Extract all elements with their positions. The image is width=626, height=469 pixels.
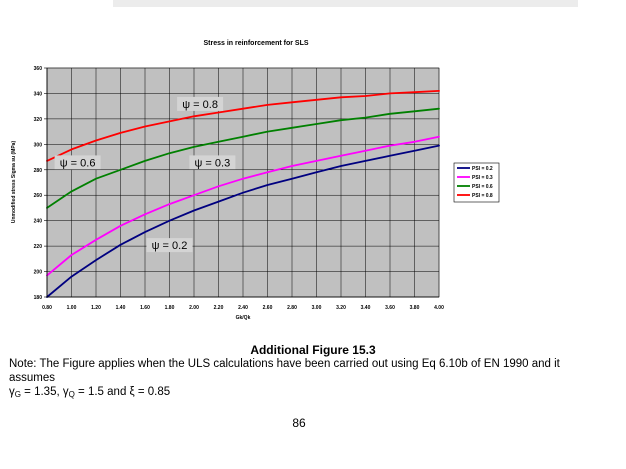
x-tick-label: 3.00: [312, 305, 322, 311]
series-line: [46, 144, 440, 298]
tick-labels: 0.80 1.00 1.20 1.40 1.60 1.80 2.00 2.20 2.40 2.60…: [34, 66, 444, 311]
x-tick-label: 3.40: [361, 305, 371, 311]
x-axis-label: Gk/Qk: [236, 315, 251, 321]
axes: [46, 68, 439, 298]
x-tick-label: 1.00: [67, 305, 77, 311]
y-tick-label: 220: [34, 244, 43, 250]
legend-label: PSI = 0.2: [472, 166, 493, 172]
page-number: 86: [292, 416, 306, 430]
series-line: [46, 107, 440, 209]
x-tick-label: 2.80: [287, 305, 297, 311]
stress-chart: Stress in reinforcement for SLS ψ = 0.8ψ…: [11, 40, 500, 321]
legend-label: PSI = 0.3: [472, 175, 493, 181]
x-tick-label: 3.20: [336, 305, 346, 311]
annotation-label: ψ = 0.3: [195, 157, 231, 169]
x-tick-label: 2.00: [189, 305, 199, 311]
legend-label: PSI = 0.8: [472, 193, 493, 199]
legend: PSI = 0.2 PSI = 0.3 PSI = 0.6 PSI = 0.8: [453, 162, 500, 203]
y-tick-label: 260: [34, 193, 43, 199]
y-tick-label: 360: [34, 66, 43, 72]
y-tick-label: 280: [34, 168, 43, 174]
chart-title: Stress in reinforcement for SLS: [203, 40, 308, 47]
x-tick-label: 2.60: [263, 305, 273, 311]
y-tick-label: 300: [34, 142, 43, 148]
annotation-box: [189, 155, 236, 170]
y-axis-label: Unmodified stress Sigma su (MPa): [11, 141, 17, 224]
x-tick-label: 1.20: [91, 305, 101, 311]
annotation-box: [177, 96, 224, 111]
x-tick-label: 2.40: [238, 305, 248, 311]
series-lines: [46, 90, 440, 298]
y-tick-label: 200: [34, 270, 43, 276]
x-tick-label: 2.20: [214, 305, 224, 311]
gamma-q-value: = 1.5 and: [74, 386, 130, 398]
gamma-g-symbol: γ: [9, 386, 15, 398]
annotation-label: ψ = 0.8: [182, 99, 218, 111]
annotation-label: ψ = 0.6: [60, 157, 96, 169]
x-tick-label: 1.40: [116, 305, 126, 311]
gamma-g-subscript: G: [14, 390, 21, 399]
x-tick-label: 4.00: [434, 305, 444, 311]
series-line: [46, 90, 440, 162]
x-tick-label: 3.80: [410, 305, 420, 311]
gamma-g-value: = 1.35,: [20, 386, 63, 398]
gamma-q-symbol: γ: [62, 386, 69, 398]
series-line: [46, 135, 440, 277]
annotations: ψ = 0.8 ψ = 0.6 ψ = 0.3 ψ = 0.2: [54, 96, 236, 253]
legend-label: PSI = 0.6: [472, 184, 493, 190]
x-tick-label: 3.60: [385, 305, 395, 311]
figure-note: Note: The Figure applies when the ULS ca…: [9, 357, 609, 402]
gamma-q-subscript: Q: [68, 390, 75, 399]
x-tick-label: 1.80: [165, 305, 175, 311]
y-tick-label: 240: [34, 219, 43, 225]
annotation-label: ψ = 0.2: [152, 240, 188, 252]
top-strip: [113, 0, 578, 7]
annotation-box: [54, 155, 101, 170]
x-tick-label: 0.80: [42, 305, 52, 311]
y-tick-label: 340: [34, 91, 43, 97]
annotation-box: [146, 238, 193, 253]
xi-value: ξ = 0.85: [129, 386, 171, 398]
x-tick-label: 1.60: [140, 305, 150, 311]
y-tick-label: 320: [34, 117, 43, 123]
figure-caption: Additional Figure 15.3: [250, 343, 376, 357]
note-text: Note: The Figure applies when the ULS ca…: [9, 358, 560, 384]
y-tick-label: 180: [34, 295, 43, 301]
